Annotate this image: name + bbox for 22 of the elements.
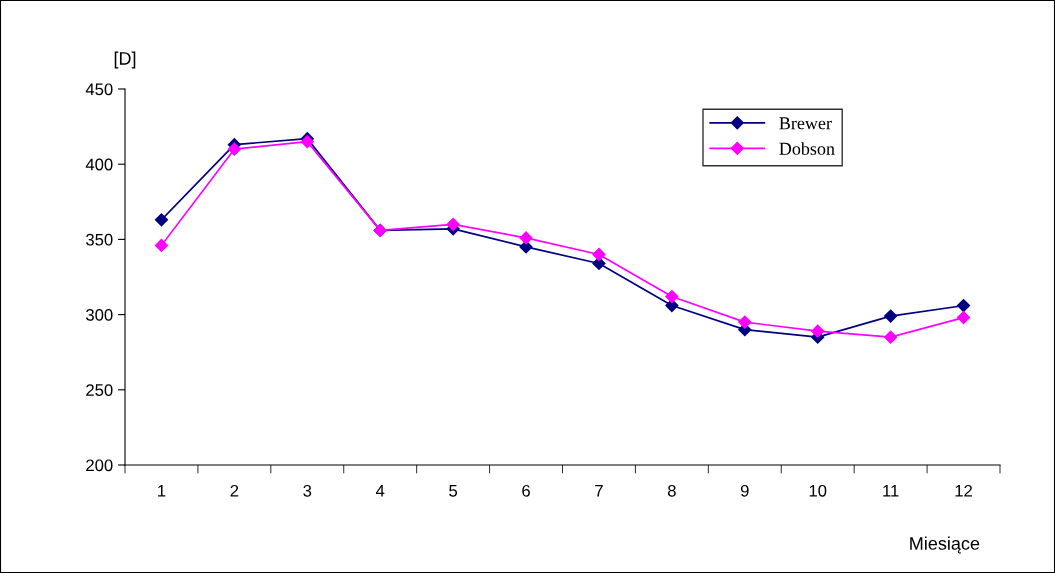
y-tick-label: 450 [85, 83, 113, 96]
x-tick-label: 12 [955, 484, 972, 497]
x-tick-label: 3 [303, 484, 312, 497]
x-tick-label: 6 [522, 484, 530, 497]
y-tick-label: 300 [86, 309, 113, 321]
x-tick-label: 4 [375, 485, 385, 497]
legend-label: Brewer [779, 117, 832, 130]
x-tick-label: 5 [449, 485, 458, 497]
legend-label: Dobson [779, 142, 835, 155]
x-tick-label: 11 [883, 485, 899, 497]
x-tick-label: 9 [740, 484, 749, 497]
x-tick-label: 10 [809, 484, 827, 497]
y-tick-label: 200 [86, 459, 113, 472]
x-tick-label: 2 [230, 484, 239, 497]
x-tick-label: 7 [595, 485, 603, 497]
y-tick-label: 350 [86, 233, 113, 246]
x-axis-title: Miesiące [910, 536, 980, 554]
y-tick-label: 400 [85, 158, 113, 171]
y-axis-title: [D] [114, 51, 136, 69]
x-tick-label: 8 [667, 484, 676, 497]
y-tick-label: 250 [86, 384, 113, 396]
x-tick-label: 1 [158, 485, 166, 497]
